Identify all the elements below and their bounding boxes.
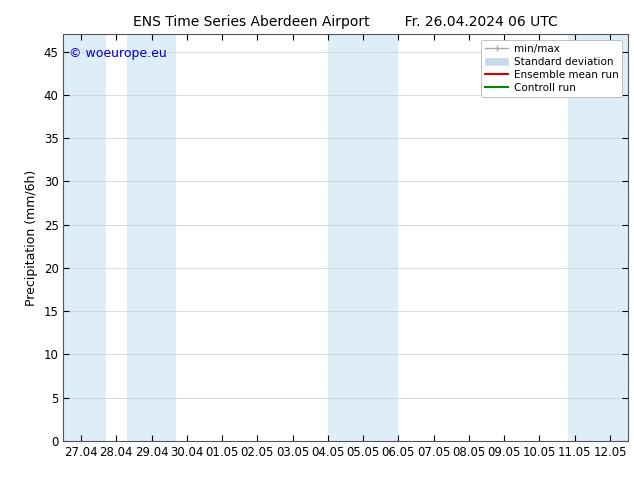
Bar <box>328 34 398 441</box>
Bar <box>127 34 176 441</box>
Y-axis label: Precipitation (mm/6h): Precipitation (mm/6h) <box>25 170 38 306</box>
Legend: min/max, Standard deviation, Ensemble mean run, Controll run: min/max, Standard deviation, Ensemble me… <box>481 40 623 97</box>
Title: ENS Time Series Aberdeen Airport        Fr. 26.04.2024 06 UTC: ENS Time Series Aberdeen Airport Fr. 26.… <box>133 15 558 29</box>
Text: © woeurope.eu: © woeurope.eu <box>69 47 167 59</box>
Bar <box>63 34 106 441</box>
Bar <box>567 34 628 441</box>
